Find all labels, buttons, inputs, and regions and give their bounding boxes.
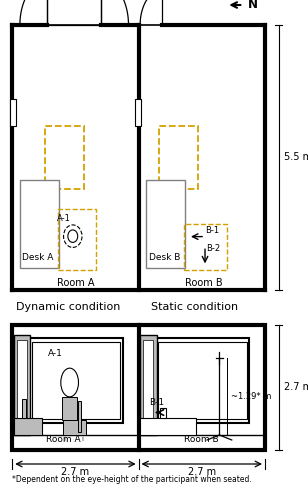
Text: 5.5 m: 5.5 m	[284, 152, 308, 162]
Text: B-2: B-2	[207, 244, 221, 254]
Text: 2.7 m: 2.7 m	[188, 467, 216, 477]
Bar	[135, 99, 141, 126]
Bar	[45, 126, 84, 190]
Bar	[140, 335, 156, 435]
Text: B-1: B-1	[149, 398, 164, 407]
Bar	[144, 340, 153, 430]
Bar	[184, 224, 227, 270]
Bar	[22, 399, 26, 417]
Text: B-1: B-1	[205, 226, 219, 234]
Bar	[158, 342, 246, 418]
Text: A-1: A-1	[48, 349, 63, 358]
Text: Desk B: Desk B	[149, 253, 180, 262]
Bar	[146, 180, 185, 268]
Bar	[14, 418, 42, 435]
Text: Room A: Room A	[46, 436, 80, 444]
Bar	[29, 338, 123, 422]
Bar	[156, 338, 249, 422]
Text: Room B: Room B	[185, 278, 223, 288]
Bar	[10, 99, 16, 126]
Bar	[160, 408, 166, 418]
Circle shape	[61, 368, 79, 397]
Text: Desk A: Desk A	[22, 253, 54, 262]
Text: Room B: Room B	[184, 436, 219, 444]
Text: 2.7 m: 2.7 m	[61, 467, 90, 477]
Bar	[20, 180, 59, 268]
Bar	[32, 342, 120, 418]
Text: *Dependent on the eye-height of the participant when seated.: *Dependent on the eye-height of the part…	[12, 476, 252, 484]
Text: N: N	[248, 0, 258, 12]
Text: Static condition: Static condition	[151, 302, 238, 312]
Bar	[140, 418, 196, 435]
Text: Room A: Room A	[57, 278, 94, 288]
Bar	[159, 126, 198, 190]
Text: A-1: A-1	[57, 214, 71, 223]
Text: ~1.29* m: ~1.29* m	[231, 392, 271, 401]
Text: 2.7 m: 2.7 m	[284, 382, 308, 392]
Bar	[14, 335, 30, 435]
Bar	[17, 340, 27, 430]
Bar	[63, 420, 86, 435]
Bar	[12, 325, 265, 450]
Bar	[62, 397, 77, 420]
Text: Dynamic condition: Dynamic condition	[16, 302, 120, 312]
Bar	[58, 208, 95, 270]
Bar	[78, 401, 81, 432]
Bar	[47, 0, 101, 25]
